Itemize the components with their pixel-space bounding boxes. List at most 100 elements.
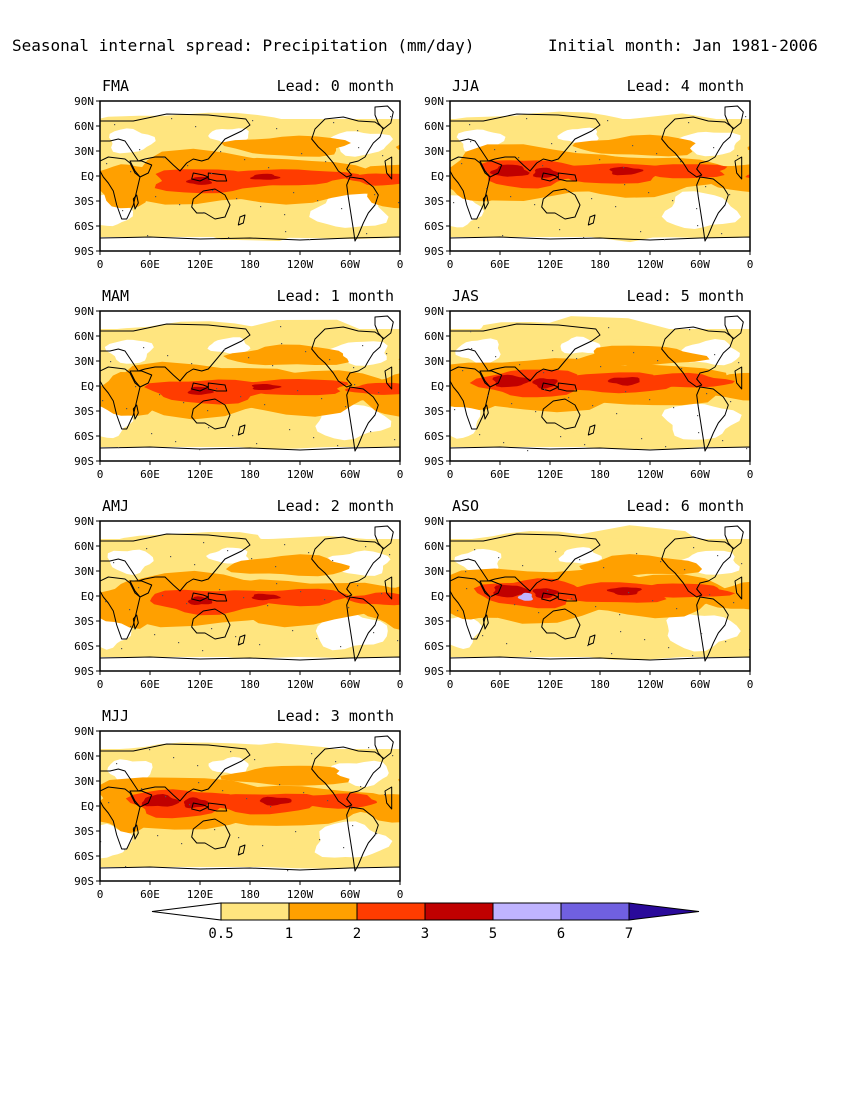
contour-level-2-3 — [619, 164, 728, 179]
speckle-dot — [648, 192, 650, 194]
speckle-dot — [386, 353, 388, 355]
speckle-dot — [316, 638, 318, 640]
speckle-dot — [709, 594, 711, 596]
speckle-dot — [110, 361, 112, 363]
coastline — [132, 404, 139, 420]
coastline — [661, 326, 734, 388]
coastline — [346, 176, 379, 242]
lon-tick-label: 120E — [187, 888, 214, 901]
speckle-dot — [547, 590, 549, 592]
precip-field — [450, 105, 750, 251]
speckle-dot — [462, 370, 464, 372]
lon-tick-label: 0 — [447, 468, 454, 481]
speckle-dot — [469, 124, 471, 126]
speckle-dot — [652, 600, 654, 602]
speckle-dot — [373, 632, 375, 634]
speckle-dot — [664, 239, 666, 241]
lon-tick-label: 0 — [747, 678, 754, 691]
lat-tick-label: 60S — [74, 430, 94, 443]
speckle-dot — [194, 564, 196, 566]
coastline — [450, 533, 601, 592]
speckle-dot — [688, 122, 690, 124]
lat-tick-label: 60S — [424, 430, 444, 443]
lat-tick-label: 90S — [74, 875, 94, 888]
lon-tick-label: 120W — [637, 468, 664, 481]
lat-tick-label: 90N — [424, 95, 444, 108]
speckle-dot — [389, 554, 391, 556]
season-label: MAM — [102, 287, 129, 305]
coastline — [724, 525, 744, 550]
speckle-dot — [680, 161, 682, 163]
speckle-dot — [514, 604, 516, 606]
speckle-dot — [392, 755, 394, 757]
lat-tick-label: 60S — [74, 640, 94, 653]
coastline — [129, 370, 153, 388]
colorbar-label: 1 — [285, 926, 293, 942]
speckle-dot — [179, 204, 181, 206]
dry-region — [315, 610, 388, 651]
speckle-dot — [486, 188, 488, 190]
lat-tick-label: 30N — [74, 565, 94, 578]
speckle-dot — [559, 229, 561, 231]
coastline — [384, 156, 393, 180]
speckle-dot — [534, 204, 536, 206]
speckle-dot — [527, 450, 529, 452]
speckle-dot — [222, 790, 224, 792]
lon-tick-label: 120W — [287, 468, 314, 481]
contour-level-1-2 — [577, 345, 710, 366]
lat-tick-label: EQ — [431, 170, 444, 183]
coastline — [587, 214, 596, 226]
speckle-dot — [167, 355, 169, 357]
speckle-dot — [542, 165, 544, 167]
coastline — [100, 236, 400, 251]
speckle-dot — [506, 643, 508, 645]
speckle-dot — [129, 609, 131, 611]
precip-field — [450, 315, 750, 461]
coastline — [237, 844, 246, 856]
speckle-dot — [189, 804, 191, 806]
speckle-dot — [641, 438, 643, 440]
colorbar-box — [560, 902, 630, 921]
dry-region — [109, 128, 156, 154]
coastline — [191, 382, 209, 392]
speckle-dot — [461, 163, 463, 165]
season-label: FMA — [102, 77, 129, 95]
speckle-dot — [381, 593, 383, 595]
contour-level-3-5 — [251, 384, 282, 390]
speckle-dot — [745, 116, 747, 118]
speckle-dot — [607, 120, 609, 122]
speckle-dot — [139, 149, 141, 151]
speckle-dot — [292, 630, 294, 632]
speckle-dot — [105, 601, 107, 603]
lat-tick-label: 30N — [74, 355, 94, 368]
speckle-dot — [337, 445, 339, 447]
coastline — [132, 194, 139, 210]
speckle-dot — [308, 552, 310, 554]
coastline — [100, 786, 141, 850]
coastline — [237, 214, 246, 226]
speckle-dot — [502, 235, 504, 237]
speckle-dot — [238, 837, 240, 839]
speckle-dot — [632, 145, 634, 147]
dry-region — [208, 756, 249, 775]
lon-tick-label: 180 — [240, 888, 260, 901]
contour-level-1-2 — [572, 134, 696, 157]
speckle-dot — [349, 169, 351, 171]
lon-tick-label: 0 — [747, 258, 754, 271]
speckle-dot — [162, 595, 164, 597]
season-label: JJA — [452, 77, 479, 95]
lon-tick-label: 120E — [187, 678, 214, 691]
speckle-dot — [264, 404, 266, 406]
speckle-dot — [511, 403, 513, 405]
speckle-dot — [202, 650, 204, 652]
speckle-dot — [495, 356, 497, 358]
contour-level-3-5 — [492, 374, 531, 388]
speckle-dot — [345, 406, 347, 408]
coastline — [191, 398, 231, 430]
speckle-dot — [289, 429, 291, 431]
lat-tick-label: 30S — [74, 405, 94, 418]
colorbar-box — [356, 902, 426, 921]
